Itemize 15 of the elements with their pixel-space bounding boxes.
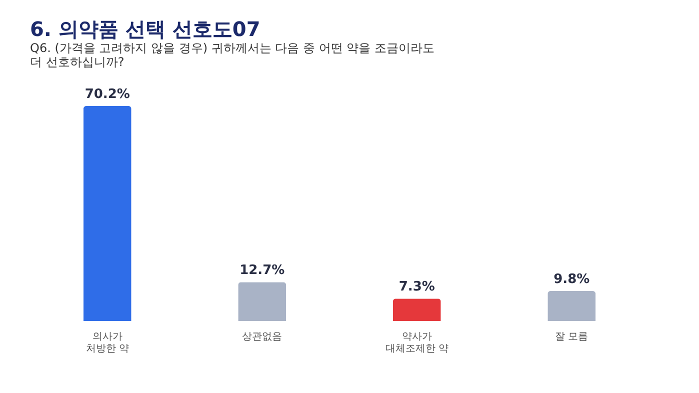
bar xyxy=(392,298,441,321)
chart-title: 6. 의약품 선택 선호도07 xyxy=(30,17,260,41)
bar xyxy=(83,106,132,321)
x-tick-label: 의사가 처방한 약 xyxy=(86,332,129,354)
text: 더 선호하십니까? xyxy=(30,55,124,69)
data-label: 70.2% xyxy=(84,87,130,102)
bar xyxy=(548,290,596,321)
x-tick-label: 약사가 대체조제한 약 xyxy=(385,332,448,354)
x-tick-label: 잘 모름 xyxy=(555,332,588,342)
data-label: 9.8% xyxy=(554,272,590,287)
data-label: 12.7% xyxy=(240,263,285,278)
data-label: 7.3% xyxy=(398,280,435,295)
x-tick-label: 상관없음 xyxy=(242,332,282,342)
bar xyxy=(238,282,286,321)
text: Q6. (가격을 고려하지 않을 경우) 귀하께서는 다음 중 어떤 약을 조금이라도 xyxy=(30,41,434,55)
